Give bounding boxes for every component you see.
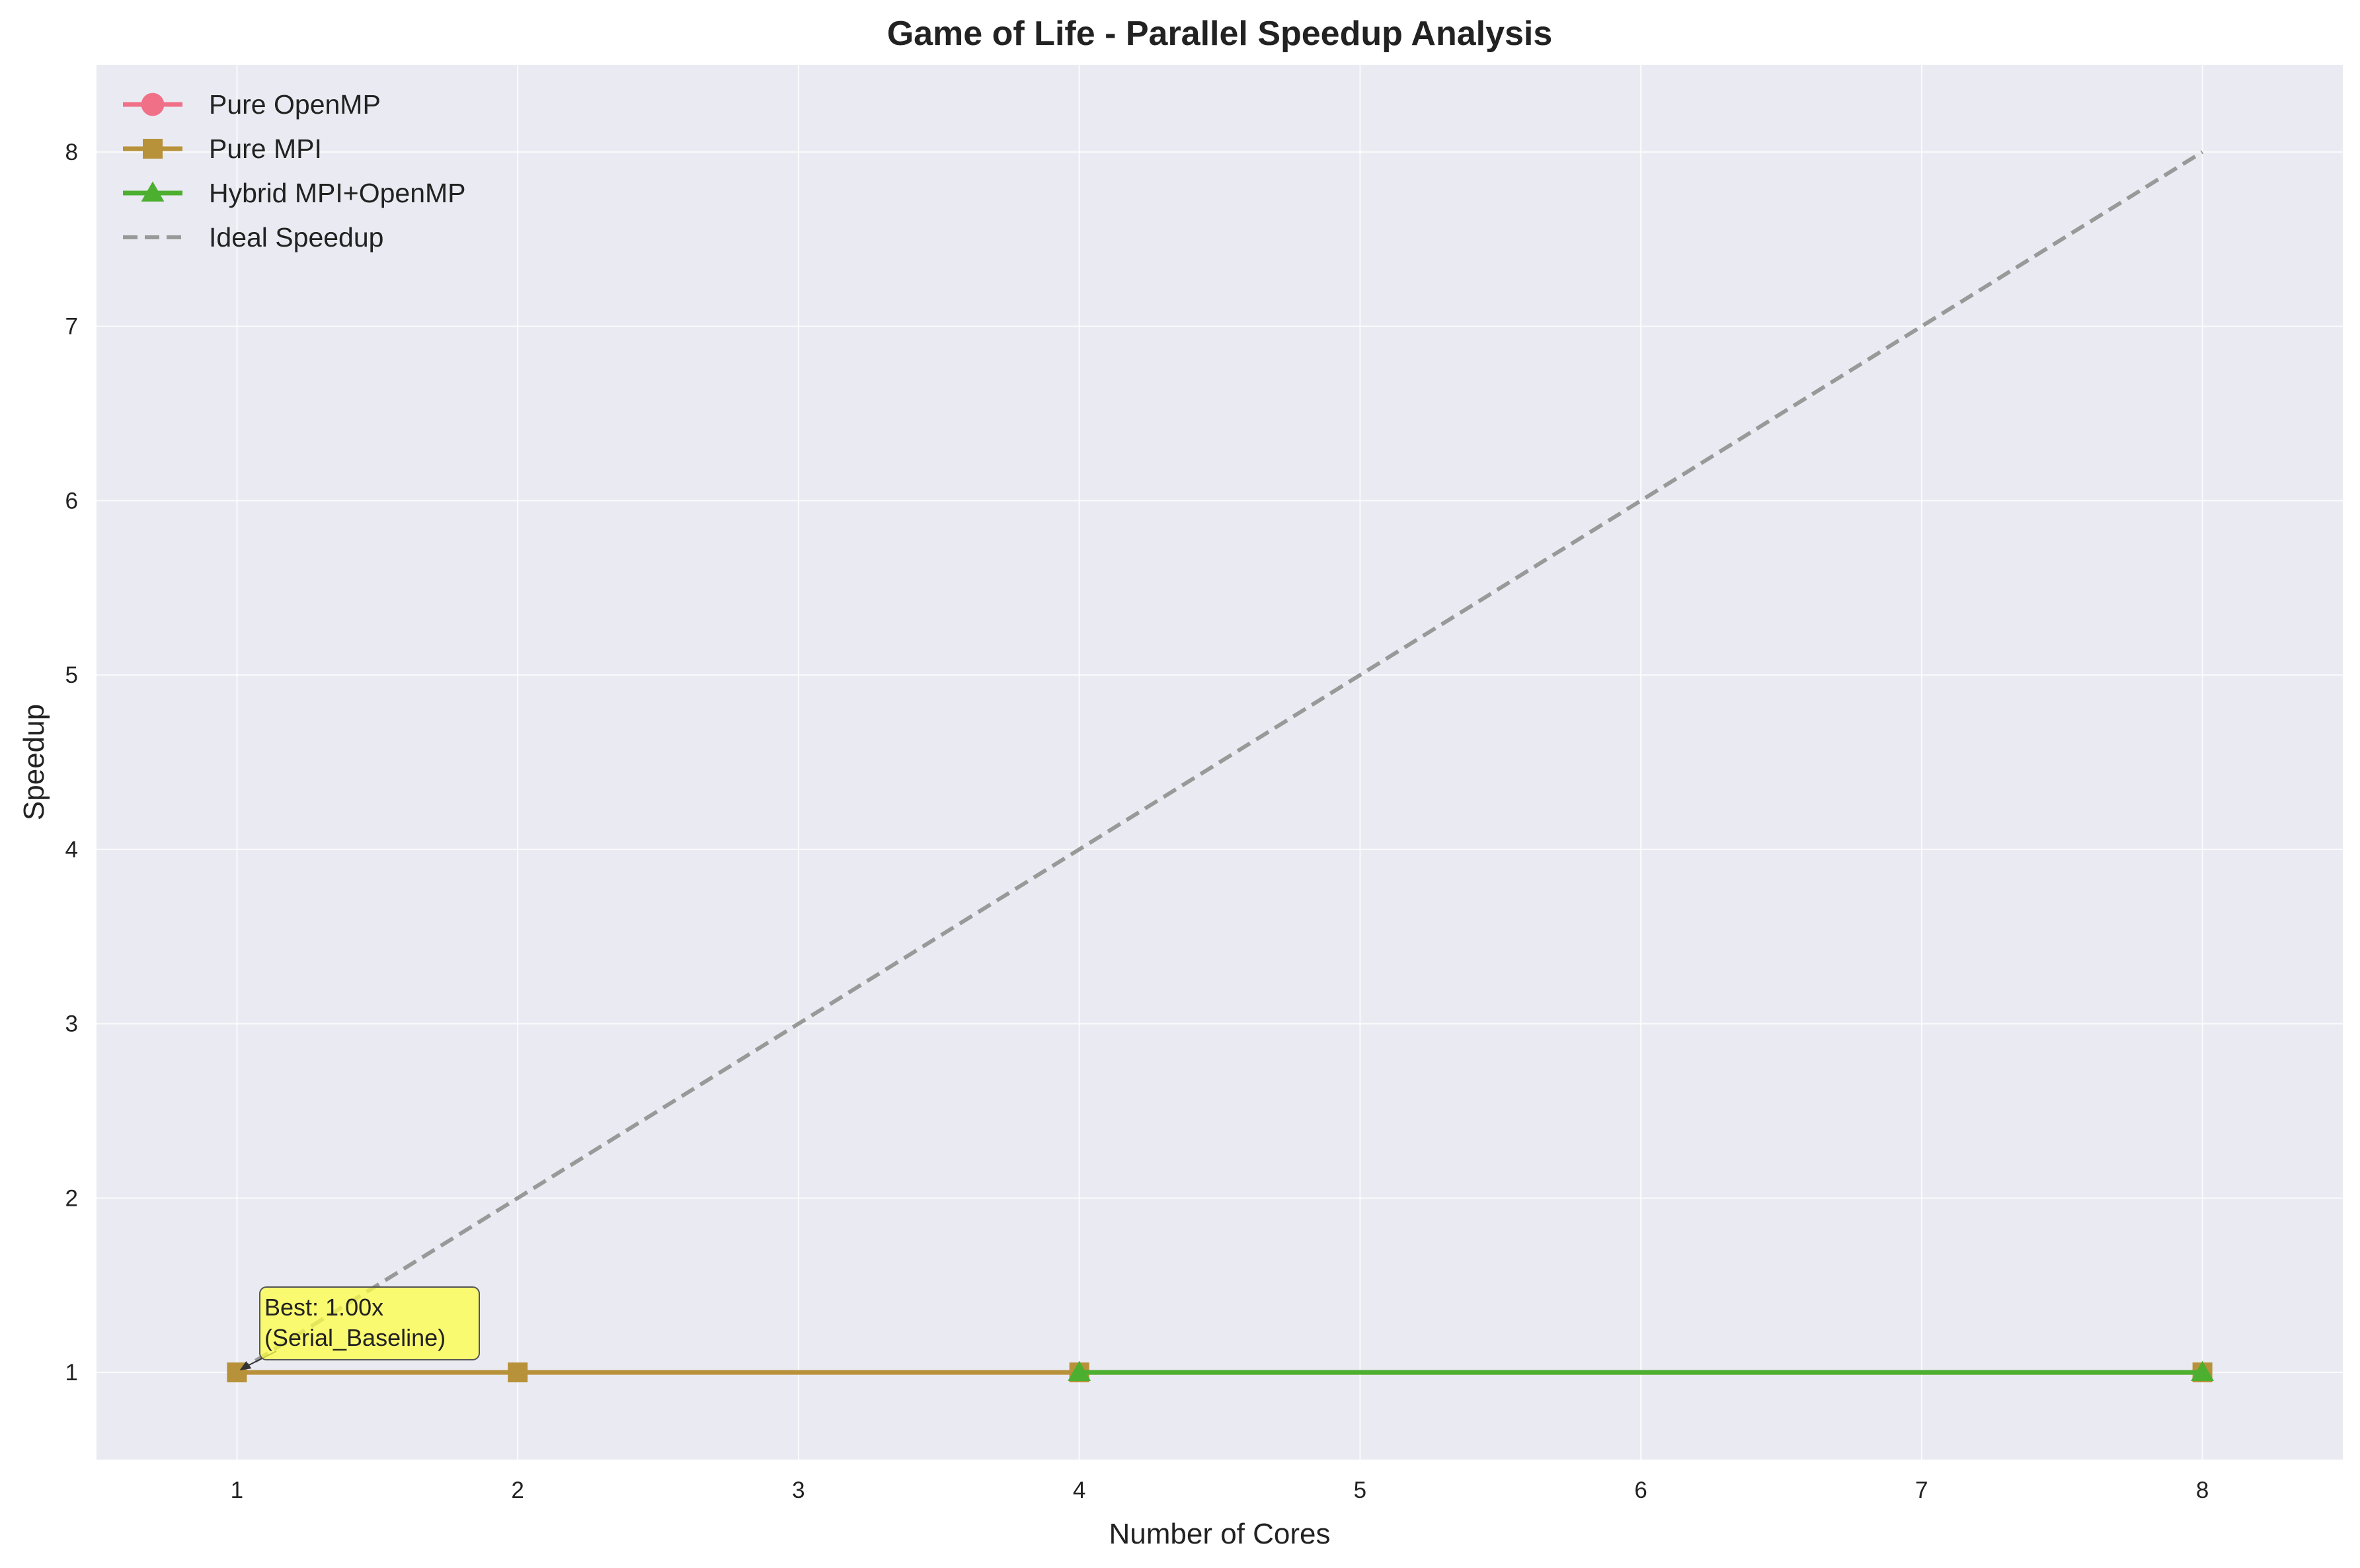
x-axis-label: Number of Cores — [1109, 1518, 1330, 1550]
annotation-line1: Best: 1.00x — [264, 1294, 383, 1321]
legend-label: Pure OpenMP — [209, 89, 381, 120]
y-tick-label: 5 — [65, 662, 78, 688]
y-tick-label: 1 — [65, 1360, 78, 1386]
annotation-arrowhead — [239, 1361, 252, 1371]
data-point-square — [508, 1362, 528, 1383]
x-tick-label: 6 — [1634, 1477, 1647, 1503]
best-annotation: Best: 1.00x (Serial_Baseline) — [239, 1286, 480, 1371]
annotation-box — [259, 1286, 480, 1360]
x-tick-label: 4 — [1073, 1477, 1085, 1503]
legend-label: Ideal Speedup — [209, 222, 383, 253]
x-tick-label: 3 — [792, 1477, 805, 1503]
annotation-line2: (Serial_Baseline) — [264, 1324, 446, 1351]
legend-item-pure-mpi[interactable]: Pure MPI — [123, 134, 322, 164]
data-point-triangle — [1068, 1360, 1091, 1381]
series-hybrid-mpi-openmp — [1068, 1360, 2215, 1381]
data-point-square — [143, 139, 163, 159]
y-tick-label: 4 — [65, 837, 78, 863]
x-tick-label: 2 — [511, 1477, 524, 1503]
series-ideal-speedup — [235, 150, 2204, 1374]
data-point-triangle — [141, 181, 165, 202]
legend-item-pure-openmp[interactable]: Pure OpenMP — [123, 89, 381, 120]
legend-label: Pure MPI — [209, 134, 322, 164]
legend-label: Hybrid MPI+OpenMP — [209, 178, 466, 208]
x-tick-label: 8 — [2196, 1477, 2209, 1503]
legend[interactable]: Pure OpenMP Pure MPI Hybrid MPI+OpenMP Idea… — [123, 89, 466, 253]
series-line — [235, 150, 2204, 1374]
chart-title: Game of Life - Parallel Speedup Analysis — [887, 15, 1553, 53]
x-tick-label: 1 — [231, 1477, 243, 1503]
data-point-triangle — [2191, 1360, 2215, 1381]
y-axis-label: Speedup — [18, 704, 50, 820]
grid — [97, 65, 2343, 1460]
tick-labels: 1 2 3 4 5 6 7 8 1 2 3 4 5 6 7 8 — [65, 139, 2209, 1503]
y-tick-label: 2 — [65, 1185, 78, 1211]
legend-item-hybrid-mpi-openmp[interactable]: Hybrid MPI+OpenMP — [123, 178, 466, 208]
y-tick-label: 8 — [65, 139, 78, 165]
series-layer — [227, 150, 2215, 1383]
x-tick-label: 5 — [1354, 1477, 1366, 1503]
legend-item-ideal-speedup[interactable]: Ideal Speedup — [123, 222, 383, 253]
y-tick-label: 6 — [65, 488, 78, 514]
data-point-circle — [141, 93, 165, 116]
x-tick-label: 7 — [1915, 1477, 1928, 1503]
y-tick-label: 3 — [65, 1011, 78, 1037]
y-tick-label: 7 — [65, 314, 78, 340]
